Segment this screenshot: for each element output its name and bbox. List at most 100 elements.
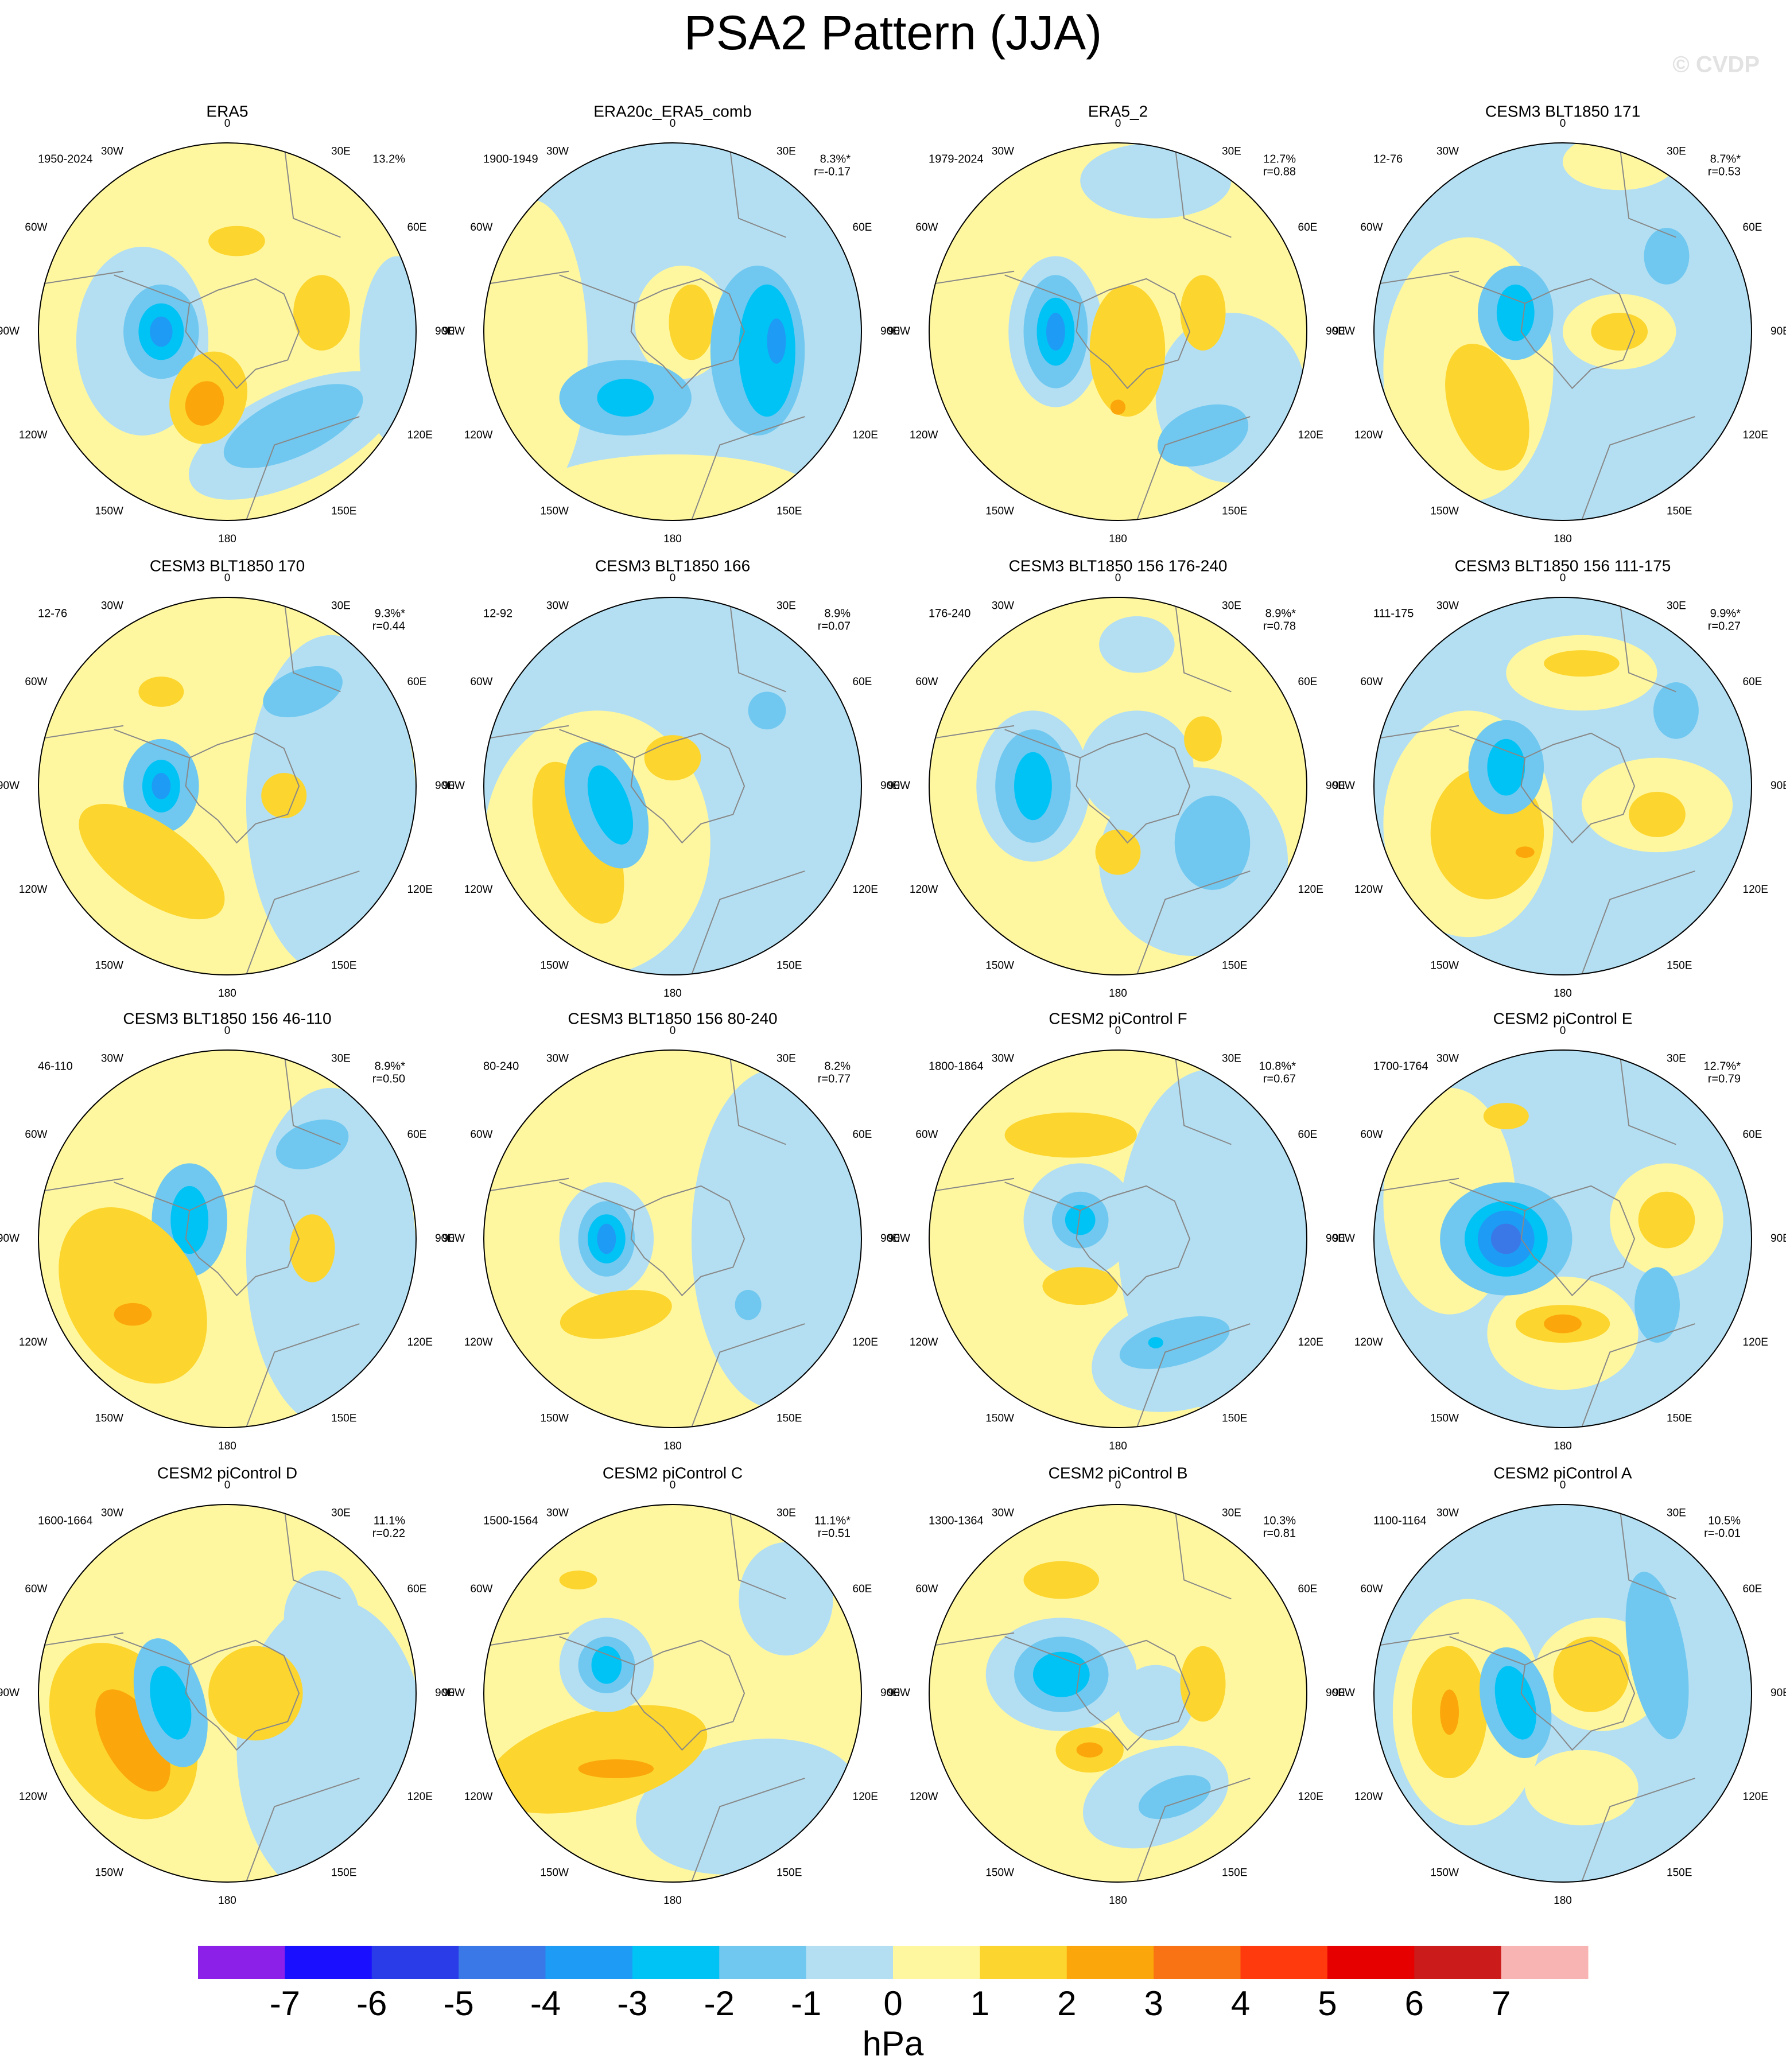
colorbar-box — [980, 1946, 1067, 1979]
longitude-label: 150W — [95, 960, 123, 972]
correlation-label: r=0.27 — [1708, 620, 1741, 632]
period-label: 176-240 — [929, 607, 970, 620]
map-panel: CESM3 BLT1850 156 46-110 46-110 8.9%*r=0.5… — [0, 1009, 455, 1452]
panel-title: ERA20c_ERA5_comb — [593, 102, 751, 120]
longitude-label: 90E — [435, 780, 455, 792]
longitude-label: 90E — [435, 1233, 455, 1245]
field — [1374, 597, 1752, 975]
contour-region — [1496, 284, 1535, 341]
longitude-label: 0 — [1115, 1025, 1121, 1037]
longitude-label: 120E — [407, 1791, 433, 1803]
longitude-label: 180 — [218, 533, 236, 545]
longitude-label: 60W — [470, 1129, 492, 1141]
contour-region — [185, 381, 224, 426]
coastline — [484, 1505, 805, 1882]
map-panel: CESM3 BLT1850 171 12-76 8.7%*r=0.53 0 30E 60E… — [1333, 102, 1786, 545]
period-label: 1900-1949 — [483, 153, 538, 165]
longitude-label: 30W — [992, 146, 1014, 158]
colorbar-label: -1 — [791, 1984, 821, 2023]
contour-region — [261, 772, 307, 818]
colorbar-box — [198, 1946, 285, 1979]
longitude-label: 120E — [1743, 1791, 1768, 1803]
longitude-label: 120E — [1743, 884, 1768, 896]
longitude-label: 60E — [407, 221, 427, 234]
longitude-label: 150W — [540, 1867, 569, 1879]
colorbar-box — [893, 1946, 980, 1979]
map-panel: CESM2 piControl A 1100-1164 10.5%r=-0.01 0 3… — [1333, 1464, 1786, 1907]
map-border — [483, 597, 862, 975]
contour-region — [1625, 1572, 1689, 1740]
longitude-label: 120W — [464, 1791, 493, 1803]
contour-region — [1591, 313, 1648, 351]
contour-region — [1099, 616, 1175, 673]
contour-region — [289, 1214, 335, 1282]
colorbar-box — [1414, 1946, 1502, 1979]
longitude-label: 30E — [776, 1507, 796, 1519]
longitude-label: 0 — [670, 1025, 676, 1037]
map-border — [483, 1504, 862, 1883]
correlation-label: r=0.44 — [372, 620, 405, 632]
panel-title: CESM2 piControl F — [1049, 1009, 1187, 1027]
colorbar-box — [1066, 1946, 1154, 1979]
field — [929, 597, 1307, 975]
longitude-label: 30E — [1222, 1053, 1241, 1065]
longitude-label: 150E — [776, 506, 802, 518]
contour-region — [1180, 1646, 1226, 1722]
longitude-label: 120E — [853, 1336, 878, 1348]
longitude-label: 90E — [1326, 1233, 1345, 1245]
longitude-label: 150E — [331, 960, 356, 972]
period-label: 1300-1364 — [929, 1514, 984, 1527]
coastline — [1076, 278, 1191, 390]
longitude-label: 60E — [853, 1129, 872, 1141]
longitude-label: 150W — [985, 1413, 1014, 1425]
longitude-label: 150E — [1667, 1413, 1692, 1425]
map-panel: CESM3 BLT1850 156 176-240 176-240 8.9%*r=0… — [888, 557, 1345, 1000]
longitude-label: 30E — [331, 1507, 351, 1519]
period-label: 1100-1164 — [1373, 1514, 1427, 1527]
longitude-label: 60E — [1298, 221, 1318, 234]
field — [1374, 1050, 1752, 1428]
longitude-label: 150E — [331, 1413, 356, 1425]
longitude-label: 30E — [1222, 1507, 1241, 1519]
longitude-label: 150W — [985, 506, 1014, 518]
contour-region — [1065, 1204, 1096, 1235]
contour-region — [735, 1289, 762, 1320]
longitude-label: 120W — [1354, 1791, 1383, 1803]
map-panel: CESM3 BLT1850 156 80-240 80-240 8.2%r=0.77… — [442, 1009, 900, 1452]
variance-label: 8.9%* — [375, 1060, 406, 1072]
coastline — [1520, 278, 1636, 390]
panel-title: CESM2 piControl A — [1493, 1464, 1632, 1482]
field — [929, 143, 1307, 520]
variance-label: 8.7%* — [1710, 153, 1741, 165]
longitude-label: 120W — [910, 884, 938, 896]
correlation-label: r=0.22 — [372, 1527, 405, 1540]
colorbar-box — [632, 1946, 720, 1979]
panel-title: CESM3 BLT1850 156 46-110 — [123, 1009, 331, 1027]
contour-region — [748, 691, 786, 730]
longitude-label: 30W — [1436, 600, 1459, 612]
longitude-label: 120W — [910, 1336, 938, 1348]
map-panel: CESM2 piControl D 1600-1664 11.1%r=0.22 0 30… — [0, 1464, 455, 1907]
longitude-label: 60W — [915, 1583, 938, 1595]
colorbar-box — [1327, 1946, 1415, 1979]
variance-label: 10.3% — [1263, 1514, 1296, 1527]
colorbar-box — [285, 1946, 372, 1979]
longitude-label: 120W — [464, 429, 493, 441]
longitude-label: 180 — [1554, 533, 1572, 545]
period-label: 12-76 — [1373, 153, 1403, 165]
contour-region — [532, 761, 624, 924]
contour-region — [246, 635, 416, 975]
contour-region — [114, 1303, 152, 1326]
longitude-label: 60W — [470, 221, 492, 234]
contour-region — [1080, 710, 1194, 824]
longitude-label: 90E — [1326, 780, 1345, 792]
longitude-label: 90E — [880, 1233, 900, 1245]
field — [1374, 1505, 1752, 1882]
longitude-label: 150W — [95, 1867, 123, 1879]
longitude-label: 0 — [670, 1479, 676, 1491]
colorbar-box — [1154, 1946, 1241, 1979]
longitude-label: 120W — [19, 429, 48, 441]
coastline — [1374, 1050, 1695, 1428]
longitude-label: 120E — [1743, 1336, 1768, 1348]
longitude-label: 60E — [1743, 221, 1762, 234]
